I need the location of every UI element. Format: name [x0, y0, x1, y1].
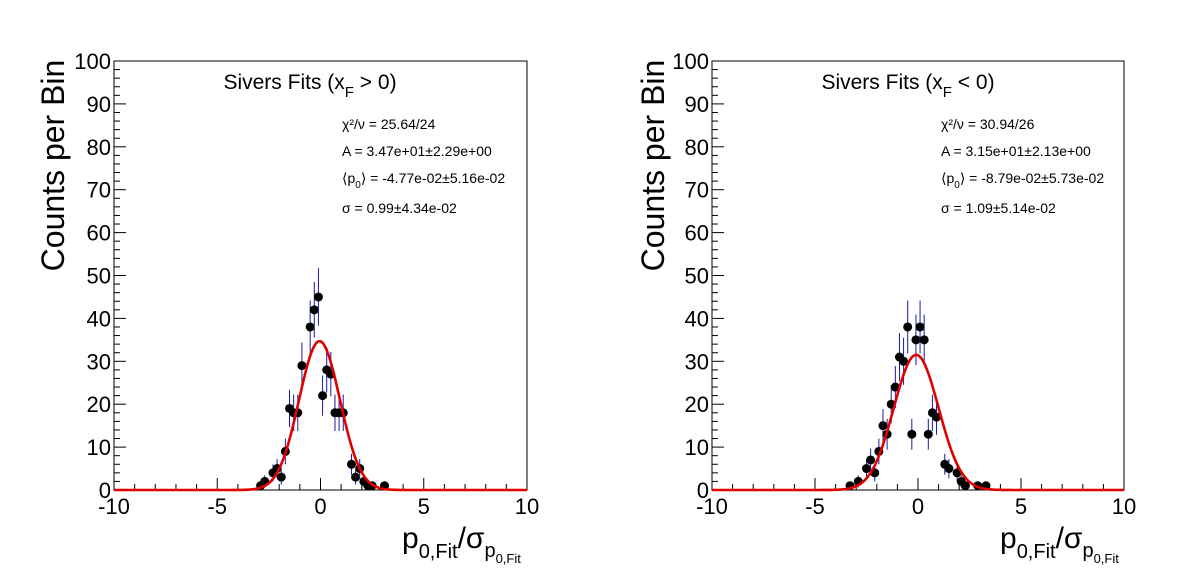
x-tick-label: 5: [1015, 494, 1027, 519]
data-point: [915, 322, 925, 332]
title-main: Sivers Fits (x: [821, 71, 943, 94]
title-sub: F: [345, 84, 354, 101]
stat-sigma: σ = 1.09±5.14e-02: [941, 200, 1056, 216]
title-main: Sivers Fits (x: [223, 71, 345, 94]
data-point: [276, 472, 286, 482]
chart-title: Sivers Fits (xF < 0): [821, 71, 994, 101]
x-tick-label: 0: [314, 494, 326, 519]
stat-mean-a: ⟨p: [941, 170, 954, 186]
x-label-sigma: /σ: [458, 522, 485, 555]
stat-mean-sub: 0: [954, 180, 960, 191]
data-point: [351, 472, 361, 482]
stat-amplitude: A = 3.15e+01±2.13e+00: [941, 143, 1091, 159]
chart-panel-2: 0 10 20 30 40 50 60 70 80 90 100 -10 -5 0 5 10 Counts pe…: [635, 49, 1136, 566]
title-end: > 0): [354, 71, 397, 94]
x-label-sigma-p: p: [484, 540, 495, 562]
plot-frame: [711, 60, 1125, 491]
stat-mean-b: ⟩ = -8.79e-02±5.73e-02: [960, 170, 1105, 186]
data-point: [944, 464, 954, 474]
fit-curve: [114, 339, 527, 492]
y-tick-label: 90: [685, 92, 709, 117]
stat-chi2: χ²/ν = 25.64/24: [342, 116, 436, 132]
x-tick-label: 5: [418, 494, 430, 519]
data-point: [866, 455, 876, 465]
fit-curve: [712, 353, 1124, 492]
y-tick-label: 100: [672, 49, 709, 74]
data-point: [313, 292, 323, 302]
title-end: < 0): [952, 71, 995, 94]
title-sub: F: [943, 84, 952, 101]
x-tick-label: -5: [207, 494, 227, 519]
y-tick-label: 0: [99, 478, 111, 503]
data-point: [305, 322, 315, 332]
y-axis-label: Counts per Bin: [635, 60, 671, 272]
stat-amplitude: A = 3.47e+01±2.29e+00: [342, 143, 492, 159]
plot-frame: [113, 60, 528, 491]
x-axis-label: p0,Fit/σp0,Fit: [402, 522, 521, 566]
stat-mean: ⟨p0⟩ = -4.77e-02±5.16e-02: [342, 170, 505, 191]
y-tick-label: 50: [87, 264, 111, 289]
y-tick-label: 80: [685, 135, 709, 160]
x-tick-label: 10: [515, 494, 539, 519]
x-tick-label: 0: [912, 494, 924, 519]
y-tick-label: 80: [87, 135, 111, 160]
y-tick-label: 70: [685, 178, 709, 203]
data-point: [346, 459, 356, 469]
stat-sigma: σ = 0.99±4.34e-02: [342, 200, 457, 216]
x-label-sigma-p-sub: 0,Fit: [496, 551, 522, 566]
x-tick-label: -10: [98, 494, 130, 519]
y-tick-label: 60: [87, 221, 111, 246]
x-label-p-sub: 0,Fit: [1017, 541, 1056, 563]
x-tick-label: -5: [805, 494, 825, 519]
stat-mean-sub: 0: [355, 180, 361, 191]
stat-mean-b: ⟩ = -4.77e-02±5.16e-02: [361, 170, 506, 186]
y-tick-label: 20: [685, 392, 709, 417]
chart-panel-1: 0 10 20 30 40 50 60 70 80 90 100 -10 -5 0 5 10 Counts pe…: [35, 49, 539, 566]
x-label-sigma-p: p: [1082, 540, 1093, 562]
data-point: [899, 356, 909, 366]
stat-mean: ⟨p0⟩ = -8.79e-02±5.73e-02: [941, 170, 1104, 191]
x-label-sigma-p-sub: 0,Fit: [1094, 551, 1120, 566]
data-point: [318, 391, 328, 401]
x-label-p: p: [1000, 522, 1017, 555]
data-point: [297, 361, 307, 371]
x-tick-label: -10: [696, 494, 728, 519]
data-point: [911, 335, 921, 345]
y-tick-label: 40: [685, 306, 709, 331]
data-point: [923, 429, 933, 439]
data-point: [919, 335, 929, 345]
y-tick-label: 50: [685, 264, 709, 289]
chart-title: Sivers Fits (xF > 0): [223, 71, 396, 101]
y-tick-label: 0: [697, 478, 709, 503]
y-tick-label: 100: [74, 49, 111, 74]
y-tick-label: 40: [87, 306, 111, 331]
x-label-sigma: /σ: [1056, 522, 1083, 555]
x-label-p-sub: 0,Fit: [419, 541, 458, 563]
y-tick-label: 70: [87, 178, 111, 203]
y-tick-label: 60: [685, 221, 709, 246]
y-tick-label: 10: [685, 435, 709, 460]
data-point: [903, 322, 913, 332]
data-point: [932, 412, 942, 422]
data-point: [878, 421, 888, 431]
x-axis-label: p0,Fit/σp0,Fit: [1000, 522, 1119, 566]
y-tick-label: 90: [87, 92, 111, 117]
y-tick-label: 10: [87, 435, 111, 460]
stat-mean-a: ⟨p: [342, 170, 355, 186]
data-point: [960, 481, 970, 491]
y-axis-label: Counts per Bin: [35, 60, 71, 272]
data-point: [862, 464, 871, 474]
data-point: [907, 429, 917, 439]
x-tick-label: 10: [1112, 494, 1136, 519]
data-point: [309, 305, 319, 315]
data-point: [890, 382, 900, 392]
y-tick-label: 20: [87, 392, 111, 417]
x-label-p: p: [402, 522, 419, 555]
y-tick-label: 30: [685, 349, 709, 374]
stat-chi2: χ²/ν = 30.94/26: [941, 116, 1035, 132]
y-tick-label: 30: [87, 349, 111, 374]
